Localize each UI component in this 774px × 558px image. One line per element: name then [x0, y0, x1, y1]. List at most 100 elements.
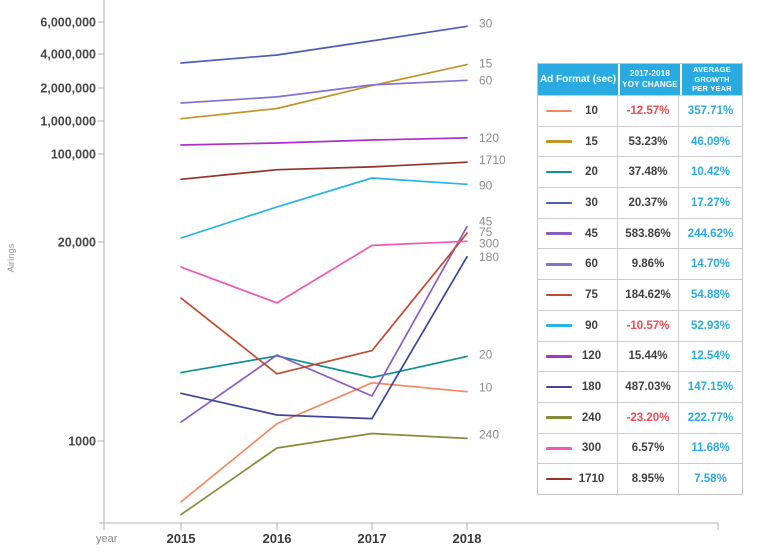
header-line: Ad Format (sec): [539, 74, 617, 85]
series-line-60: [180, 79, 468, 104]
series-label-180: 180: [479, 250, 499, 264]
table-row: 10 -12.57% 357.71%: [538, 95, 742, 126]
table-row: 240 -23.20% 222.77%: [538, 401, 742, 433]
ad-format-table-body: 10 -12.57% 357.71% 15 53.23% 46.09% 20 37.48% 10…: [538, 95, 742, 494]
header-line: AVERAGE: [693, 65, 731, 75]
x-axis-title: year: [96, 533, 118, 545]
series-label-1710: 1710: [479, 153, 506, 167]
cell-yoy-change: 6.57%: [618, 433, 679, 464]
ad-format-value: 60: [585, 258, 598, 271]
y-tick-label: 1000: [68, 435, 96, 449]
cell-ad-format: 60: [538, 249, 618, 280]
ad-format-value: 75: [585, 288, 598, 301]
table-row: 60 9.86% 14.70%: [538, 248, 742, 280]
series-swatch-icon: [546, 293, 572, 297]
x-tick-label: 2015: [167, 531, 196, 546]
cell-average-growth: 10.42%: [690, 166, 730, 179]
cell-ad-format: 300: [538, 433, 618, 464]
table-row: 300 6.57% 11.68%: [538, 432, 742, 464]
table-row: 15 53.23% 46.09%: [538, 125, 742, 157]
cell-average-growth: 7.58%: [694, 473, 727, 486]
cell-average-growth: 11.68%: [691, 442, 730, 455]
series-label-20: 20: [479, 347, 493, 361]
cell-average-growth: 17.27%: [690, 196, 730, 209]
table-row: 1710 8.95% 7.58%: [538, 463, 742, 494]
table-row: 90 -10.57% 52.93%: [538, 309, 742, 341]
cell-ad-format: 180: [538, 372, 618, 402]
cell-yoy-change: 487.03%: [618, 372, 679, 402]
y-tick-label: 1,000,000: [40, 115, 96, 129]
x-tick-label: 2017: [358, 531, 387, 546]
series-swatch-icon: [546, 140, 572, 143]
ad-format-value: 300: [581, 442, 602, 455]
y-tick-label: 20,000: [58, 236, 96, 250]
table-row: 75 184.62% 54.88%: [538, 279, 742, 310]
series-line-90: [180, 177, 468, 239]
cell-ad-format: 1710: [538, 464, 618, 494]
cell-yoy-change: 184.62%: [618, 280, 679, 310]
table-row: 30 20.37% 17.27%: [538, 187, 742, 218]
series-swatch-icon: [546, 447, 572, 450]
ad-format-value: 20: [585, 166, 598, 179]
cell-average-growth: 222.77%: [687, 411, 734, 424]
ad-format-value: 90: [585, 319, 598, 332]
cell-ad-format: 90: [538, 310, 618, 341]
cell-average-growth: 147.15%: [687, 381, 734, 394]
cell-yoy-change: 8.95%: [618, 464, 679, 494]
table-row: 45 583.86% 244.62%: [538, 217, 742, 249]
cell-yoy-change: 15.44%: [618, 341, 679, 372]
series-line-45: [180, 225, 468, 423]
ad-format-value: 240: [581, 411, 602, 424]
series-label-45: 45: [479, 215, 493, 229]
series-swatch-icon: [546, 170, 572, 174]
y-tick-label: 100,000: [51, 148, 96, 162]
cell-yoy-change: 37.48%: [618, 157, 679, 188]
cell-ad-format: 240: [538, 402, 618, 433]
series-line-1710: [180, 161, 468, 181]
header-line: PER YEAR: [692, 84, 732, 94]
cell-ad-format: 20: [538, 157, 618, 188]
cell-average-growth: 357.71%: [687, 104, 734, 117]
cell-ad-format: 120: [538, 341, 618, 372]
cell-yoy-change: -12.57%: [618, 96, 679, 126]
ad-format-value: 180: [581, 381, 602, 394]
cell-average-growth: 52.93%: [690, 319, 730, 332]
series-label-120: 120: [479, 131, 499, 145]
series-label-60: 60: [479, 73, 493, 87]
cell-average-growth: 54.88%: [690, 288, 730, 301]
series-swatch-icon: [546, 109, 572, 113]
series-line-120: [180, 137, 468, 146]
cell-average-growth: 244.62%: [687, 227, 734, 240]
y-tick-label: 4,000,000: [40, 48, 96, 62]
series-line-30: [180, 25, 468, 64]
series-label-75: 75: [479, 225, 493, 239]
cell-ad-format: 45: [538, 218, 618, 249]
series-swatch-icon: [546, 477, 572, 481]
series-swatch-icon: [546, 324, 572, 327]
ad-format-value: 30: [585, 196, 598, 209]
cell-ad-format: 75: [538, 280, 618, 310]
ad-format-table: Ad Format (sec) 2017-2018 YOY CHANGE AVER…: [537, 63, 743, 495]
chart-axes: [98, 0, 719, 530]
table-row: 120 15.44% 12.54%: [538, 340, 742, 372]
cell-yoy-change: -23.20%: [618, 402, 679, 433]
ad-format-value: 45: [585, 227, 598, 240]
series-line-180: [180, 255, 468, 420]
chart-tick-labels: 6,000,000 4,000,000 2,000,000 1,000,000 100,…: [40, 16, 481, 547]
table-row: 20 37.48% 10.42%: [538, 156, 742, 188]
ad-format-value: 1710: [578, 473, 605, 486]
series-line-300: [180, 240, 468, 304]
ad-format-table-header: Ad Format (sec) 2017-2018 YOY CHANGE AVER…: [538, 64, 742, 95]
series-end-labels: 10 15 20 30 45 60 75 90 120 180 240 300 1710: [479, 16, 506, 441]
ad-format-value: 15: [585, 135, 598, 148]
cell-ad-format: 30: [538, 188, 618, 218]
series-line-20: [180, 355, 468, 379]
header-line: 2017-2018: [629, 69, 671, 79]
cell-average-growth: 46.09%: [690, 135, 730, 148]
chart-series-lines: [180, 25, 468, 516]
header-average-growth: AVERAGE GROWTH PER YEAR: [682, 64, 742, 95]
header-ad-format: Ad Format (sec): [538, 64, 618, 95]
series-label-30: 30: [479, 16, 493, 30]
